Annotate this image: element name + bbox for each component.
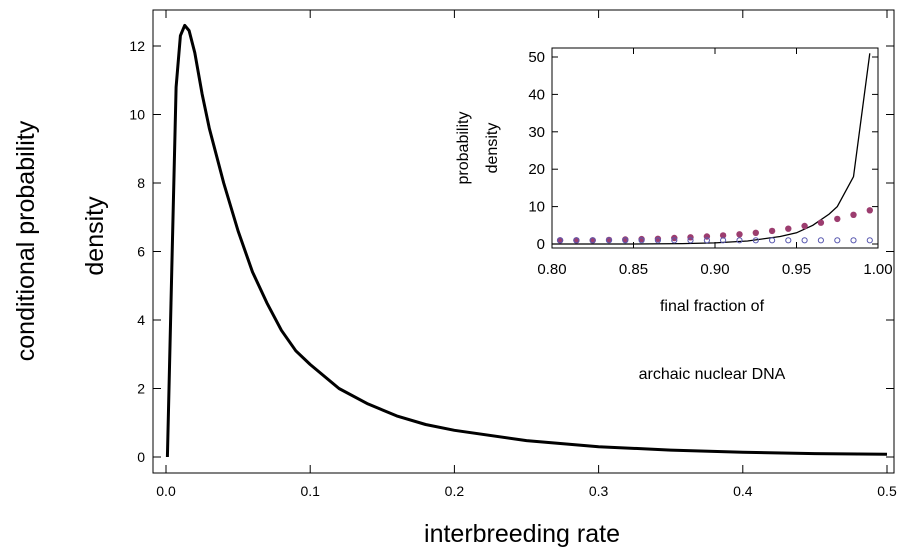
main-x-ticks: 0.0 0.1 0.2 0.3 0.4 0.5 [156,10,897,499]
inset-filled-dot-point [752,229,759,236]
inset-series [552,53,873,245]
main-y-tick-label: 12 [129,38,145,54]
inset-x-tick-label: 0.80 [537,261,566,278]
inset-open-dot-point [834,237,841,244]
inset-solid-line-series [552,53,871,245]
main-y-tick-label: 6 [137,244,145,260]
inset-open-dot-point [866,237,873,244]
inset-x-axis-title-line-1: final fraction of [660,298,765,315]
inset-open-dot-point [638,237,645,244]
main-density-curve [165,23,888,458]
inset-filled-dot-point [768,227,776,235]
main-x-tick-label: 0.3 [589,483,609,499]
inset-y-axis-title-line-1: probability [455,112,472,185]
inset-filled-dot-point [801,222,808,230]
main-x-tick-label: 0.0 [156,483,176,499]
inset-filled-dot-point [785,225,792,232]
inset-open-dot-point [801,237,808,244]
inset-y-ticks: 0 10 20 30 40 50 [528,49,878,253]
inset-y-tick-label: 20 [528,161,545,178]
inset-open-dot-point [671,237,678,244]
main-series [165,23,888,458]
inset-open-dot-point [557,237,564,244]
inset-filled-dot-point [817,219,825,226]
main-x-tick-label: 0.1 [300,483,320,499]
main-y-axis-title-line-2: density [81,196,109,276]
inset-x-tick-label: 0.90 [700,261,729,278]
main-y-tick-label: 0 [137,449,145,465]
main-x-tick-label: 0.2 [445,483,465,499]
inset-open-dot-point [654,237,662,244]
inset-y-tick-label: 10 [528,199,545,216]
main-y-tick-label: 8 [137,175,145,191]
inset-open-dot-point [817,237,825,244]
inset-open-dot-point [752,237,759,244]
inset-filled-dot-point [654,235,662,242]
inset-y-tick-label: 0 [537,236,545,253]
inset-x-axis-title-line-2: archaic nuclear DNA [639,366,786,383]
inset-y-axis-title-line-2: density [484,123,501,174]
inset-x-tick-label: 0.95 [782,261,811,278]
inset-x-ticks: 0.80 0.85 0.90 0.95 1.00 [537,48,893,278]
main-y-axis-title-line-1: conditional probability [12,120,40,361]
main-y-tick-label: 2 [137,381,145,397]
inset-open-dot-point [736,237,743,244]
inset-filled-dot-point [850,211,857,218]
main-y-tick-label: 4 [137,312,145,328]
inset-open-dot-point [720,237,727,244]
main-x-axis-title: interbreeding rate [424,520,620,548]
inset-plot-background [552,48,878,248]
inset-x-tick-label: 1.00 [863,261,892,278]
main-x-tick-label: 0.5 [877,483,897,499]
inset-open-dot-point [769,237,776,244]
inset-filled-dot-point [834,215,841,223]
inset-open-dot-point [573,237,580,244]
inset-y-tick-label: 40 [528,86,545,103]
inset-filled-dot-point [866,207,873,214]
inset-x-tick-label: 0.85 [619,261,648,278]
inset-y-tick-label: 50 [528,49,545,66]
inset-open-dot-point [622,237,629,244]
inset-y-tick-label: 30 [528,124,545,141]
main-y-tick-label: 10 [129,107,145,123]
main-y-ticks: 0 2 4 6 8 10 12 [129,38,894,465]
inset-filled-dot-point [719,232,727,239]
inset-open-dot-point [785,237,792,244]
inset-open-dot-point [687,237,694,244]
main-x-tick-label: 0.4 [733,483,753,499]
inset-filled-dot-point [736,231,743,238]
inset-open-dot-point [850,237,857,244]
inset-filled-dot-point [638,235,645,243]
inset-open-dot-point [589,237,596,244]
inset-open-dot-point [605,237,613,244]
inset-open-dot-point [703,237,711,244]
main-plot-frame [152,9,895,474]
